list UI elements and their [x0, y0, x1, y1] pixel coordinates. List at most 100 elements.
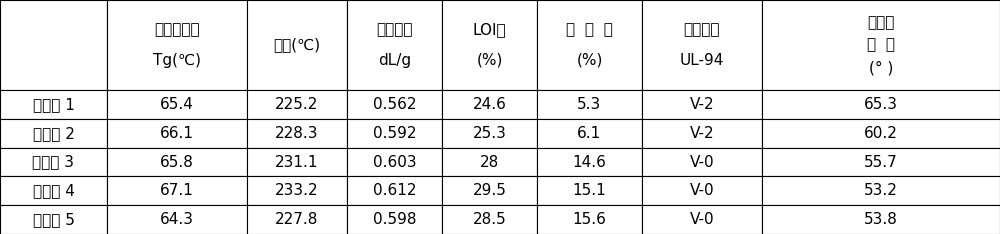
Text: 0.612: 0.612: [373, 183, 416, 198]
Text: 65.3: 65.3: [864, 97, 898, 112]
Text: 24.6: 24.6: [473, 97, 506, 112]
Bar: [0, 176, 107, 205]
Bar: [0, 119, 107, 148]
Bar: [107, 90, 247, 119]
Text: 实施例 5: 实施例 5: [33, 212, 74, 227]
Text: 0.603: 0.603: [373, 154, 416, 170]
Bar: [247, 148, 347, 176]
Bar: [442, 119, 537, 148]
Bar: [247, 0, 347, 90]
Text: 熔点(℃): 熔点(℃): [273, 37, 321, 53]
Bar: [537, 205, 642, 234]
Text: 28.5: 28.5: [473, 212, 506, 227]
Text: 233.2: 233.2: [275, 183, 319, 198]
Bar: [642, 119, 762, 148]
Bar: [642, 176, 762, 205]
Text: V-2: V-2: [690, 97, 714, 112]
Text: 60.2: 60.2: [864, 126, 898, 141]
Text: 燃烧等级: 燃烧等级: [684, 22, 720, 37]
Text: 6.1: 6.1: [577, 126, 602, 141]
Bar: [442, 176, 537, 205]
Text: (° ): (° ): [869, 60, 893, 75]
Bar: [107, 0, 247, 90]
Text: 25.3: 25.3: [473, 126, 506, 141]
Text: 53.2: 53.2: [864, 183, 898, 198]
Text: 触  角: 触 角: [867, 37, 895, 53]
Text: 65.4: 65.4: [160, 97, 194, 112]
Bar: [537, 176, 642, 205]
Text: 残  炭  率: 残 炭 率: [566, 22, 613, 37]
Bar: [0, 0, 107, 90]
Bar: [0, 205, 107, 234]
Text: 15.1: 15.1: [573, 183, 606, 198]
Bar: [762, 205, 1000, 234]
Text: 实施例 1: 实施例 1: [33, 97, 74, 112]
Bar: [107, 148, 247, 176]
Bar: [762, 90, 1000, 119]
Text: 66.1: 66.1: [160, 126, 194, 141]
Bar: [642, 205, 762, 234]
Bar: [0, 148, 107, 176]
Text: UL-94: UL-94: [680, 53, 724, 68]
Text: 29.5: 29.5: [473, 183, 506, 198]
Bar: [762, 176, 1000, 205]
Bar: [247, 90, 347, 119]
Text: 231.1: 231.1: [275, 154, 319, 170]
Text: V-0: V-0: [690, 183, 714, 198]
Bar: [537, 90, 642, 119]
Bar: [247, 119, 347, 148]
Bar: [107, 176, 247, 205]
Text: 实施例 2: 实施例 2: [33, 126, 74, 141]
Bar: [642, 148, 762, 176]
Bar: [347, 148, 442, 176]
Bar: [347, 176, 442, 205]
Text: V-0: V-0: [690, 212, 714, 227]
Bar: [442, 205, 537, 234]
Bar: [642, 90, 762, 119]
Bar: [442, 90, 537, 119]
Text: V-0: V-0: [690, 154, 714, 170]
Text: 特性粠度: 特性粠度: [376, 22, 413, 37]
Text: 0.592: 0.592: [373, 126, 416, 141]
Bar: [107, 119, 247, 148]
Text: LOI値: LOI値: [473, 22, 506, 37]
Text: 28: 28: [480, 154, 499, 170]
Bar: [107, 205, 247, 234]
Text: 65.8: 65.8: [160, 154, 194, 170]
Bar: [762, 0, 1000, 90]
Bar: [347, 119, 442, 148]
Text: 225.2: 225.2: [275, 97, 319, 112]
Text: 228.3: 228.3: [275, 126, 319, 141]
Bar: [642, 0, 762, 90]
Text: 53.8: 53.8: [864, 212, 898, 227]
Bar: [442, 148, 537, 176]
Text: Tg(℃): Tg(℃): [153, 53, 201, 68]
Text: 67.1: 67.1: [160, 183, 194, 198]
Bar: [537, 148, 642, 176]
Text: 5.3: 5.3: [577, 97, 602, 112]
Bar: [347, 0, 442, 90]
Text: 227.8: 227.8: [275, 212, 319, 227]
Bar: [762, 119, 1000, 148]
Text: 表面接: 表面接: [867, 15, 895, 30]
Text: 15.6: 15.6: [573, 212, 606, 227]
Bar: [247, 205, 347, 234]
Bar: [442, 0, 537, 90]
Text: 实施例 3: 实施例 3: [32, 154, 74, 170]
Bar: [537, 119, 642, 148]
Text: 64.3: 64.3: [160, 212, 194, 227]
Bar: [347, 205, 442, 234]
Text: (%): (%): [476, 53, 503, 68]
Bar: [247, 176, 347, 205]
Text: 0.562: 0.562: [373, 97, 416, 112]
Text: 实施例 4: 实施例 4: [33, 183, 74, 198]
Text: 55.7: 55.7: [864, 154, 898, 170]
Bar: [0, 90, 107, 119]
Text: dL/g: dL/g: [378, 53, 411, 68]
Text: 玻璃化温度: 玻璃化温度: [154, 22, 200, 37]
Text: V-2: V-2: [690, 126, 714, 141]
Bar: [347, 90, 442, 119]
Bar: [762, 148, 1000, 176]
Text: (%): (%): [576, 53, 603, 68]
Text: 0.598: 0.598: [373, 212, 416, 227]
